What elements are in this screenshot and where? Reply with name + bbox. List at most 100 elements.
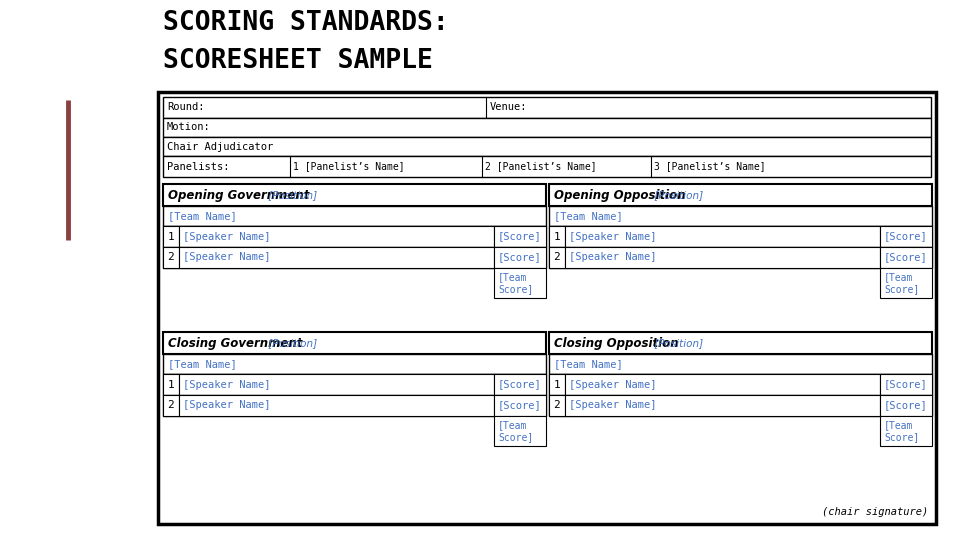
Text: [Score]: [Score]	[498, 253, 541, 262]
Bar	[494, 247, 546, 268]
Text: [Team
Score]: [Team Score]	[498, 420, 533, 442]
Bar	[163, 97, 931, 118]
Bar	[163, 332, 546, 354]
Bar	[565, 247, 880, 268]
Text: Closing Government: Closing Government	[168, 336, 302, 349]
Text: 1 [Panelist’s Name]: 1 [Panelist’s Name]	[293, 161, 404, 172]
Bar	[163, 206, 546, 226]
Text: 2: 2	[168, 401, 175, 410]
Text: [Speaker Name]: [Speaker Name]	[569, 380, 657, 389]
Text: SCORESHEET SAMPLE: SCORESHEET SAMPLE	[163, 48, 433, 74]
Bar	[163, 226, 546, 247]
Text: [Team
Score]: [Team Score]	[884, 272, 920, 294]
Text: 2: 2	[554, 401, 561, 410]
Text: [Speaker Name]: [Speaker Name]	[183, 401, 271, 410]
Bar	[163, 395, 179, 416]
Bar	[549, 395, 565, 416]
Text: Closing Opposition: Closing Opposition	[554, 336, 679, 349]
Bar	[880, 226, 932, 247]
Bar	[179, 395, 494, 416]
Bar	[549, 184, 932, 206]
Text: [Speaker Name]: [Speaker Name]	[569, 401, 657, 410]
Bar	[549, 226, 932, 247]
Bar	[163, 395, 546, 416]
Text: [Position]: [Position]	[265, 190, 318, 200]
Bar	[494, 226, 546, 247]
Text: [Speaker Name]: [Speaker Name]	[183, 253, 271, 262]
Bar	[880, 395, 932, 416]
Bar	[163, 247, 179, 268]
Text: [Position]: [Position]	[651, 338, 704, 348]
Bar	[494, 374, 546, 395]
Bar	[880, 247, 932, 268]
Bar	[565, 395, 880, 416]
Text: [Team Name]: [Team Name]	[168, 359, 237, 369]
Text: [Team Name]: [Team Name]	[554, 211, 623, 221]
Text: Round:: Round:	[167, 103, 204, 112]
Bar	[494, 416, 546, 446]
Bar	[549, 247, 565, 268]
Bar	[549, 332, 932, 354]
Text: 1: 1	[168, 380, 175, 389]
Text: [Score]: [Score]	[884, 232, 927, 241]
Text: [Speaker Name]: [Speaker Name]	[183, 380, 271, 389]
Text: [Speaker Name]: [Speaker Name]	[569, 253, 657, 262]
Bar	[549, 354, 932, 374]
Text: [Position]: [Position]	[651, 190, 704, 200]
Bar	[549, 374, 565, 395]
Text: [Score]: [Score]	[884, 380, 927, 389]
Bar	[549, 374, 932, 395]
Bar	[549, 247, 932, 268]
Text: 2 [Panelist’s Name]: 2 [Panelist’s Name]	[485, 161, 596, 172]
Text: [Speaker Name]: [Speaker Name]	[183, 232, 271, 241]
Text: 3 [Panelist’s Name]: 3 [Panelist’s Name]	[654, 161, 765, 172]
Bar	[549, 226, 565, 247]
Bar	[494, 268, 546, 298]
Text: [Speaker Name]: [Speaker Name]	[569, 232, 657, 241]
Bar	[163, 137, 931, 156]
Bar	[549, 206, 932, 226]
Text: 1: 1	[168, 232, 175, 241]
Text: [Position]: [Position]	[265, 338, 318, 348]
Text: (chair signature): (chair signature)	[822, 507, 928, 517]
Text: [Score]: [Score]	[498, 380, 541, 389]
Text: Venue:: Venue:	[490, 103, 527, 112]
Text: [Team Name]: [Team Name]	[168, 211, 237, 221]
Bar	[163, 374, 179, 395]
Text: [Score]: [Score]	[884, 401, 927, 410]
Text: [Team
Score]: [Team Score]	[884, 420, 920, 442]
Bar	[880, 374, 932, 395]
Bar	[163, 156, 931, 177]
Text: Panelists:: Panelists:	[167, 161, 229, 172]
Text: [Score]: [Score]	[884, 253, 927, 262]
Bar	[565, 226, 880, 247]
Bar	[163, 247, 546, 268]
Bar	[549, 395, 932, 416]
Bar	[494, 395, 546, 416]
Bar	[179, 226, 494, 247]
Bar	[565, 374, 880, 395]
Bar	[163, 118, 931, 137]
Bar	[158, 92, 936, 524]
Text: [Score]: [Score]	[498, 232, 541, 241]
Text: [Team
Score]: [Team Score]	[498, 272, 533, 294]
Text: 2: 2	[168, 253, 175, 262]
Text: Opening Government: Opening Government	[168, 188, 309, 201]
Bar	[163, 226, 179, 247]
Bar	[880, 268, 932, 298]
Bar	[179, 374, 494, 395]
Text: Motion:: Motion:	[167, 123, 211, 132]
Text: 1: 1	[554, 380, 561, 389]
Text: 1: 1	[554, 232, 561, 241]
Text: Opening Opposition: Opening Opposition	[554, 188, 685, 201]
Bar	[163, 354, 546, 374]
Bar	[880, 416, 932, 446]
Text: SCORING STANDARDS:: SCORING STANDARDS:	[163, 10, 448, 36]
Text: 2: 2	[554, 253, 561, 262]
Bar	[179, 247, 494, 268]
Bar	[163, 374, 546, 395]
Bar	[163, 184, 546, 206]
Text: [Team Name]: [Team Name]	[554, 359, 623, 369]
Text: [Score]: [Score]	[498, 401, 541, 410]
Text: Chair Adjudicator: Chair Adjudicator	[167, 141, 274, 152]
